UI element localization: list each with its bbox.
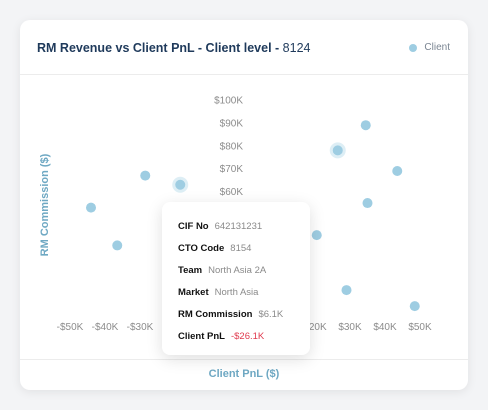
tooltip-value: 8154 bbox=[230, 243, 252, 254]
data-point[interactable] bbox=[392, 165, 403, 176]
x-axis-label: Client PnL ($) bbox=[208, 368, 280, 380]
data-point[interactable] bbox=[112, 240, 123, 251]
data-point[interactable] bbox=[175, 179, 186, 190]
y-tick-label: $70K bbox=[220, 164, 244, 175]
data-point[interactable] bbox=[332, 145, 343, 156]
x-tick-label: $20K bbox=[303, 322, 327, 333]
x-tick-label: $40K bbox=[373, 322, 397, 333]
x-tick-label: -$50K bbox=[57, 322, 84, 333]
chart-header: RM Revenue vs Client PnL - Client level … bbox=[20, 20, 468, 75]
chart-footer: Client PnL ($) bbox=[20, 359, 468, 390]
y-tick-label: $90K bbox=[220, 118, 244, 129]
y-tick-label: $60K bbox=[220, 187, 244, 198]
tooltip-label: Market bbox=[178, 287, 209, 298]
y-tick-label: $80K bbox=[220, 141, 244, 152]
data-point[interactable] bbox=[341, 285, 352, 296]
x-tick-label: $50K bbox=[408, 322, 432, 333]
tooltip-label: CIF No bbox=[178, 221, 209, 232]
legend[interactable]: Client bbox=[409, 42, 450, 53]
tooltip-label: CTO Code bbox=[178, 243, 225, 254]
tooltip-value: North Asia 2A bbox=[208, 265, 267, 276]
tooltip-label: RM Commission bbox=[178, 309, 253, 320]
tooltip-label: Team bbox=[178, 265, 203, 276]
tooltip-row-cif: CIF No 642131231 bbox=[178, 221, 262, 232]
client-id: 8124 bbox=[282, 41, 311, 55]
x-tick-label: -$40K bbox=[92, 322, 119, 333]
tooltip-row-commission: RM Commission $6.1K bbox=[178, 309, 283, 320]
x-tick-label: -$30K bbox=[127, 322, 154, 333]
tooltip-row-cto: CTO Code 8154 bbox=[178, 243, 251, 254]
tooltip-label: Client PnL bbox=[178, 331, 225, 342]
tooltip-value: 642131231 bbox=[214, 221, 263, 232]
data-point[interactable] bbox=[409, 301, 420, 312]
data-point[interactable] bbox=[140, 170, 151, 181]
x-tick-label: $30K bbox=[338, 322, 362, 333]
y-tick-label: $100K bbox=[214, 96, 243, 107]
tooltip-row-team: Team North Asia 2A bbox=[178, 265, 266, 276]
data-point[interactable] bbox=[86, 202, 96, 213]
tooltip-row-market: Market North Asia bbox=[178, 287, 258, 298]
legend-label: Client bbox=[424, 42, 450, 53]
data-point[interactable] bbox=[362, 198, 373, 209]
y-axis-label: RM Commission ($) bbox=[39, 153, 51, 256]
data-point[interactable] bbox=[360, 120, 371, 131]
legend-dot-icon bbox=[409, 43, 418, 52]
tooltip-value: $6.1K bbox=[258, 309, 284, 320]
chart-title: RM Revenue vs Client PnL - Client level … bbox=[37, 41, 310, 55]
tooltip-row-pnl: Client PnL -$26.1K bbox=[178, 331, 264, 342]
data-point[interactable] bbox=[311, 230, 322, 241]
tooltip-value: North Asia bbox=[214, 287, 259, 298]
tooltip-value: -$26.1K bbox=[230, 331, 265, 342]
point-tooltip: CIF No 642131231 CTO Code 8154 Team North A… bbox=[162, 202, 310, 355]
chart-title-text: RM Revenue vs Client PnL - Client level … bbox=[37, 41, 280, 55]
